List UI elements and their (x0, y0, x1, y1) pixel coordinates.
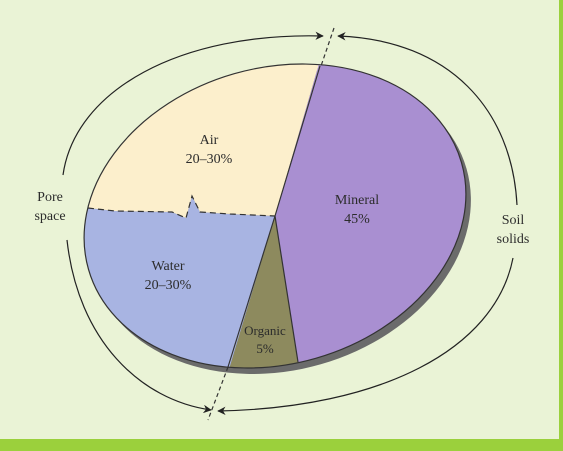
divider-bottom (207, 366, 229, 421)
bottom-border-bar (0, 439, 563, 451)
organic-value-label: 5% (256, 341, 274, 356)
soil-solids-label-line1: Soil (502, 213, 525, 228)
pie-outline (83, 63, 467, 369)
pore-space-arc-lower (66, 239, 212, 414)
pore-space-label-line2: space (34, 209, 65, 224)
mineral-label: Mineral (335, 193, 379, 208)
pore-space-arc (62, 31, 324, 176)
right-border-bar (559, 0, 563, 451)
soil-solids-arc (337, 32, 518, 206)
slice-air (47, 20, 330, 218)
soil-solids-arc-lower (217, 257, 514, 416)
water-value-label: 20–30% (145, 278, 192, 293)
pore-space-label-line1: Pore (37, 190, 63, 205)
air-value-label: 20–30% (186, 152, 233, 167)
water-label: Water (151, 259, 184, 274)
mineral-value-label: 45% (344, 212, 370, 227)
organic-label: Organic (244, 323, 286, 338)
divider-top (320, 27, 335, 67)
air-label: Air (200, 133, 219, 148)
slice-water (47, 196, 275, 412)
soil-solids-label-line2: solids (497, 232, 530, 247)
